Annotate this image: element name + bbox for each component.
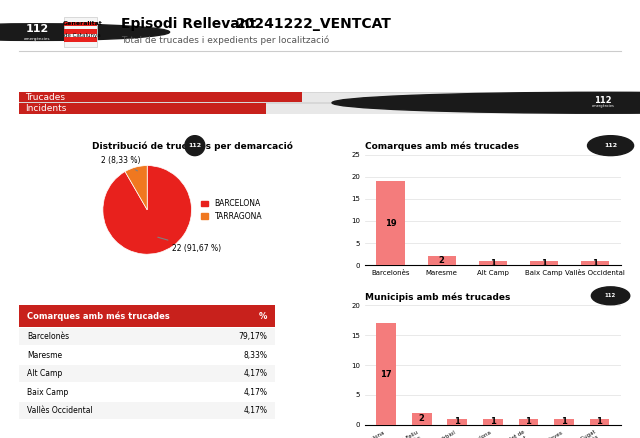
Circle shape bbox=[591, 287, 630, 305]
FancyBboxPatch shape bbox=[19, 402, 275, 420]
Text: Baix Camp: Baix Camp bbox=[27, 388, 68, 397]
Text: 19: 19 bbox=[385, 219, 396, 228]
FancyBboxPatch shape bbox=[19, 92, 302, 102]
FancyBboxPatch shape bbox=[64, 37, 97, 42]
FancyBboxPatch shape bbox=[19, 305, 275, 327]
Bar bbox=[376, 181, 404, 265]
FancyBboxPatch shape bbox=[19, 92, 579, 102]
Text: 79,17%: 79,17% bbox=[239, 332, 268, 341]
Wedge shape bbox=[103, 166, 191, 254]
Text: 1: 1 bbox=[561, 417, 567, 426]
Text: Trucades: Trucades bbox=[25, 92, 65, 102]
Text: 2 (8,33 %): 2 (8,33 %) bbox=[100, 156, 140, 171]
Bar bbox=[530, 261, 558, 265]
Text: 1: 1 bbox=[490, 258, 496, 268]
Text: 112: 112 bbox=[26, 24, 49, 34]
Bar bbox=[554, 419, 573, 425]
Circle shape bbox=[185, 136, 205, 155]
FancyBboxPatch shape bbox=[19, 346, 275, 364]
Bar bbox=[589, 419, 609, 425]
Bar bbox=[428, 256, 456, 265]
Text: 112: 112 bbox=[594, 96, 612, 106]
FancyBboxPatch shape bbox=[64, 22, 97, 26]
Text: 1: 1 bbox=[541, 258, 547, 268]
FancyBboxPatch shape bbox=[64, 17, 97, 47]
Text: 20241222_VENTCAT: 20241222_VENTCAT bbox=[236, 17, 392, 31]
Text: 1: 1 bbox=[490, 417, 496, 426]
Text: 1: 1 bbox=[525, 417, 531, 426]
Text: 112: 112 bbox=[604, 143, 617, 148]
Bar bbox=[581, 261, 609, 265]
Text: Maresme: Maresme bbox=[27, 351, 62, 360]
Text: 4,17%: 4,17% bbox=[243, 369, 268, 378]
Text: Total de trucades i expedients per localització: Total de trucades i expedients per local… bbox=[122, 35, 330, 45]
Text: Barcelonès: Barcelonès bbox=[27, 332, 69, 341]
Text: Comarques amb més trucades: Comarques amb més trucades bbox=[365, 141, 519, 151]
Bar bbox=[518, 419, 538, 425]
Bar bbox=[483, 419, 502, 425]
Text: 2: 2 bbox=[419, 414, 425, 424]
FancyBboxPatch shape bbox=[64, 29, 97, 34]
Legend: BARCELONA, TARRAGONA: BARCELONA, TARRAGONA bbox=[198, 196, 265, 224]
Text: 2: 2 bbox=[438, 256, 445, 265]
Text: 22 (91,67 %): 22 (91,67 %) bbox=[158, 237, 221, 253]
Text: Alt Camp: Alt Camp bbox=[27, 369, 62, 378]
Circle shape bbox=[332, 92, 640, 113]
FancyBboxPatch shape bbox=[19, 365, 275, 382]
Text: Municipis amb més trucades: Municipis amb més trucades bbox=[365, 292, 510, 302]
Text: emergències: emergències bbox=[591, 104, 614, 108]
Text: 112: 112 bbox=[188, 143, 202, 148]
Text: 24: 24 bbox=[549, 92, 561, 102]
FancyBboxPatch shape bbox=[19, 328, 275, 346]
FancyBboxPatch shape bbox=[19, 384, 275, 401]
Text: Generalitat: Generalitat bbox=[63, 21, 102, 26]
FancyBboxPatch shape bbox=[19, 103, 579, 114]
Text: Comarques amb més trucades: Comarques amb més trucades bbox=[27, 311, 170, 321]
Text: de Catalunya: de Catalunya bbox=[64, 32, 100, 38]
Text: 1: 1 bbox=[592, 258, 598, 268]
Text: 1: 1 bbox=[454, 417, 460, 426]
Bar bbox=[412, 413, 431, 425]
Text: Vallès Occidental: Vallès Occidental bbox=[27, 406, 93, 415]
Text: Distribució de trucades per demarcació: Distribució de trucades per demarcació bbox=[92, 141, 292, 151]
Bar bbox=[447, 419, 467, 425]
Text: Episodi Rellevant: Episodi Rellevant bbox=[122, 17, 257, 31]
Text: 4,17%: 4,17% bbox=[243, 388, 268, 397]
Text: 1: 1 bbox=[596, 417, 602, 426]
Circle shape bbox=[588, 136, 634, 155]
Text: emergències: emergències bbox=[24, 37, 51, 41]
Text: 8,33%: 8,33% bbox=[243, 351, 268, 360]
Text: 21: 21 bbox=[549, 104, 561, 113]
FancyBboxPatch shape bbox=[19, 103, 266, 114]
Text: 17: 17 bbox=[380, 370, 392, 378]
Text: 112: 112 bbox=[605, 293, 616, 298]
Circle shape bbox=[0, 24, 170, 40]
Text: 4,17%: 4,17% bbox=[243, 406, 268, 415]
Bar bbox=[479, 261, 507, 265]
Bar bbox=[376, 323, 396, 425]
Text: Incidents: Incidents bbox=[25, 104, 67, 113]
Text: %: % bbox=[259, 311, 268, 321]
Wedge shape bbox=[125, 166, 147, 210]
